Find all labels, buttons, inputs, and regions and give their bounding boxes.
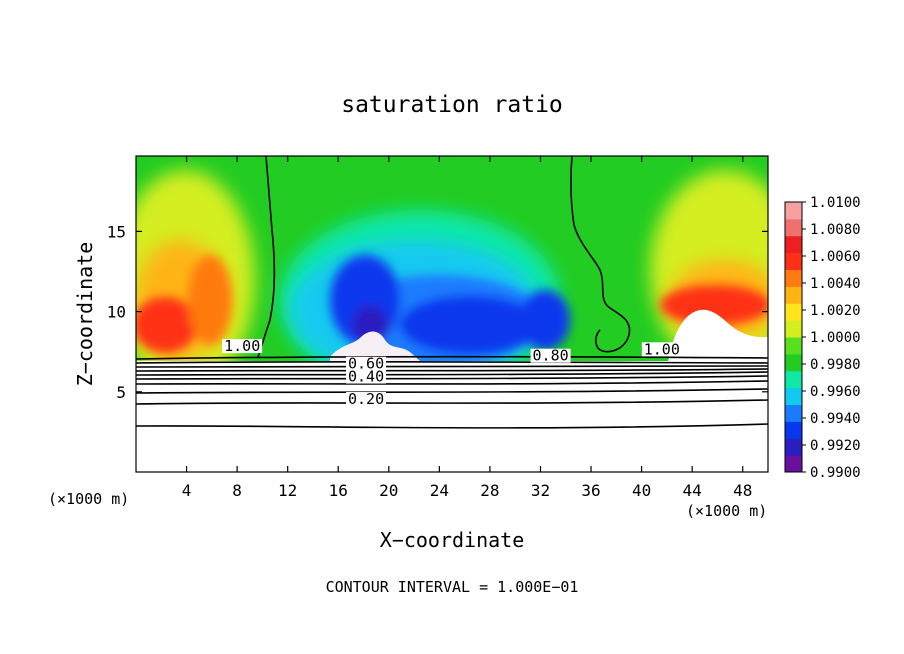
colorbar-swatch bbox=[785, 252, 802, 270]
contour-label: 0.40 bbox=[348, 368, 384, 386]
colorbar-swatch bbox=[785, 269, 802, 287]
colorbar-label: 0.9920 bbox=[810, 438, 861, 454]
x-tick-label: 12 bbox=[278, 481, 297, 500]
x-tick-label: 16 bbox=[329, 481, 348, 500]
x-unit-right: (×1000 m) bbox=[686, 502, 767, 520]
colorbar-swatch bbox=[785, 218, 802, 237]
x-unit-left: (×1000 m) bbox=[48, 490, 129, 508]
contour-label: 0.80 bbox=[533, 347, 569, 365]
contour-label: 0.60 bbox=[348, 355, 384, 373]
colorbar-label: 1.0060 bbox=[810, 249, 861, 265]
colorbar-label: 0.9900 bbox=[810, 465, 861, 481]
colorbar: 0.9900 0.9920 0.9940 0.9960 0.9980 1.0000 1.00… bbox=[784, 195, 861, 481]
colorbar-swatch bbox=[785, 337, 802, 355]
footer-note: CONTOUR INTERVAL = 1.000E−01 bbox=[326, 578, 579, 596]
contour-label-bg bbox=[346, 369, 387, 384]
colorbar-swatch bbox=[785, 421, 802, 439]
colorbar-label: 1.0100 bbox=[810, 195, 861, 211]
x-tick-label: 40 bbox=[632, 481, 651, 500]
colorbar-label: 0.9960 bbox=[810, 384, 861, 400]
contour-label-bg bbox=[346, 392, 387, 407]
colorbar-label: 1.0000 bbox=[810, 330, 861, 346]
colorbar-label: 1.0040 bbox=[810, 276, 861, 292]
x-tick-label: 48 bbox=[733, 481, 752, 500]
heatmap-field bbox=[136, 156, 768, 472]
x-tick-label: 4 bbox=[182, 481, 192, 500]
colorbar-swatch bbox=[785, 320, 802, 338]
y-tick-label: 15 bbox=[107, 222, 126, 241]
y-axis: 5 10 15 bbox=[107, 222, 768, 402]
x-tick-label: 32 bbox=[531, 481, 550, 500]
colorbar-swatch bbox=[785, 387, 802, 405]
x-axis: 4 8 12 16 20 24 28 32 36 40 44 48 bbox=[182, 156, 752, 500]
contour-label: 1.00 bbox=[644, 340, 680, 358]
x-tick-label: 20 bbox=[379, 481, 398, 500]
contour-label-bg bbox=[222, 339, 263, 354]
colorbar-swatch bbox=[785, 438, 802, 456]
y-tick-label: 10 bbox=[107, 303, 126, 322]
colorbar-swatch bbox=[785, 370, 802, 389]
colorbar-label: 1.0080 bbox=[810, 222, 861, 238]
colorbar-swatch bbox=[785, 455, 802, 473]
x-tick-label: 28 bbox=[480, 481, 499, 500]
colorbar-swatch bbox=[785, 353, 802, 372]
colorbar-swatch bbox=[785, 303, 802, 321]
colorbar-swatch bbox=[785, 286, 802, 304]
colorbar-label: 0.9980 bbox=[810, 357, 861, 373]
colorbar-label: 0.9940 bbox=[810, 411, 861, 427]
x-tick-label: 36 bbox=[581, 481, 600, 500]
contour-labels: 1.00 0.600.40 0.20 0.80 1.00 bbox=[222, 337, 682, 408]
x-tick-label: 24 bbox=[430, 481, 449, 500]
colorbar-label: 1.0020 bbox=[810, 303, 861, 319]
y-tick-label: 5 bbox=[116, 383, 126, 402]
colorbar-swatch bbox=[785, 202, 802, 220]
contour-label: 0.20 bbox=[348, 390, 384, 408]
colorbar-swatch bbox=[785, 404, 802, 422]
x-tick-label: 44 bbox=[683, 481, 702, 500]
contour-label-bg bbox=[641, 342, 682, 357]
colorbar-swatch bbox=[785, 235, 802, 254]
contour-label-bg bbox=[530, 348, 571, 363]
contour-label: 1.00 bbox=[224, 337, 260, 355]
chart-title: saturation ratio bbox=[341, 92, 563, 118]
contour-label-bg bbox=[346, 356, 387, 371]
x-tick-label: 8 bbox=[232, 481, 242, 500]
x-axis-label: X−coordinate bbox=[380, 528, 525, 552]
plot-frame bbox=[135, 155, 769, 473]
y-axis-label: Z−coordinate bbox=[73, 242, 97, 387]
